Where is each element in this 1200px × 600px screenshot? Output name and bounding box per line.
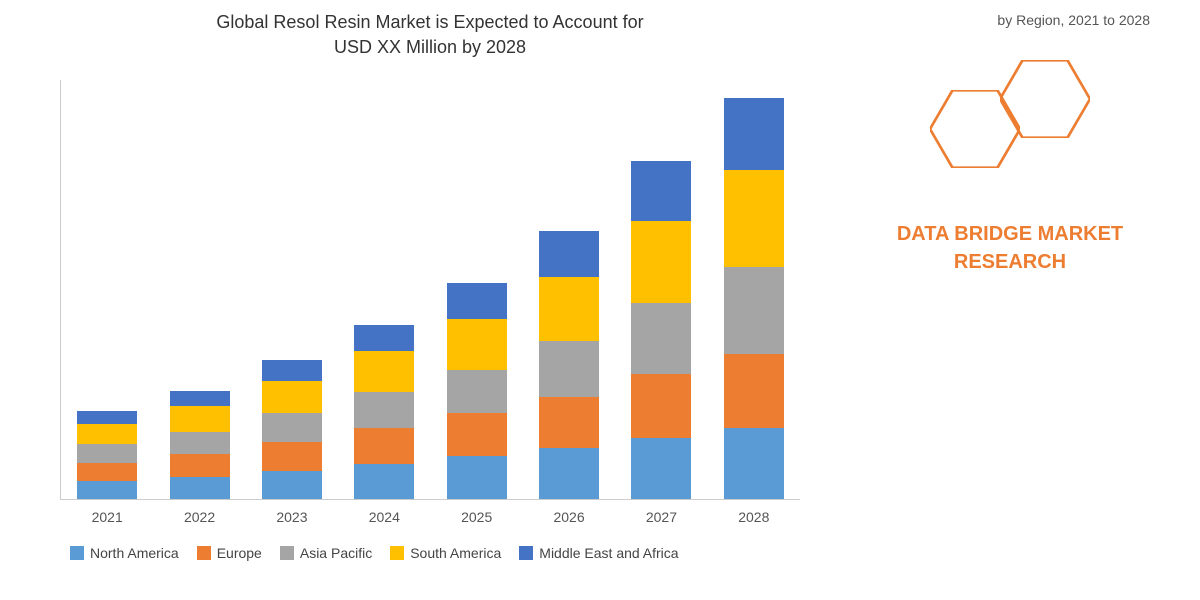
x-axis-label: 2024 — [354, 509, 414, 525]
bar-segment — [724, 267, 784, 354]
legend-swatch — [197, 546, 211, 560]
x-axis-label: 2028 — [724, 509, 784, 525]
legend-swatch — [280, 546, 294, 560]
bar-segment — [354, 325, 414, 351]
brand-text: DATA BRIDGE MARKET RESEARCH — [897, 220, 1123, 276]
bar-segment — [262, 471, 322, 500]
bar-segment — [170, 477, 230, 500]
bar-segment — [539, 231, 599, 277]
legend-label: South America — [410, 545, 501, 561]
brand-logo — [920, 60, 1100, 200]
stacked-bar — [447, 283, 507, 499]
chart-legend: North America Europe Asia Pacific South Ame… — [60, 545, 800, 561]
bar-segment — [447, 319, 507, 370]
chart-panel: Global Resol Resin Market is Expected to… — [0, 0, 820, 600]
stacked-bar-plot: 20212022202320242025202620272028 — [60, 80, 800, 500]
legend-label: North America — [90, 545, 179, 561]
stacked-bar — [539, 231, 599, 499]
x-axis-label: 2027 — [631, 509, 691, 525]
legend-swatch — [70, 546, 84, 560]
brand-line1: DATA BRIDGE MARKET — [897, 223, 1123, 245]
chart-title: Global Resol Resin Market is Expected to… — [60, 10, 800, 60]
bar-segment — [631, 303, 691, 375]
bar-segment — [262, 442, 322, 471]
bar-segment — [262, 381, 322, 414]
bar-segment — [77, 481, 137, 499]
bar-segment — [354, 351, 414, 392]
bar-segment — [724, 428, 784, 500]
legend-item: South America — [390, 545, 501, 561]
hexagon-icon — [1000, 60, 1090, 138]
stacked-bar — [170, 391, 230, 500]
legend-swatch — [519, 546, 533, 560]
bar-group: 2023 — [252, 360, 332, 499]
stacked-bar — [724, 98, 784, 500]
bar-segment — [447, 413, 507, 456]
legend-label: Middle East and Africa — [539, 545, 678, 561]
bar-segment — [77, 463, 137, 481]
legend-label: Asia Pacific — [300, 545, 372, 561]
bar-group: 2022 — [160, 391, 240, 500]
brand-line2: RESEARCH — [954, 251, 1066, 273]
bar-segment — [77, 424, 137, 444]
bar-segment — [631, 161, 691, 220]
stacked-bar — [354, 325, 414, 499]
bar-segment — [262, 413, 322, 442]
bar-group: 2026 — [529, 231, 609, 499]
stacked-bar — [631, 161, 691, 499]
bar-group: 2025 — [437, 283, 517, 499]
x-axis-label: 2023 — [262, 509, 322, 525]
bar-segment — [631, 438, 691, 499]
legend-item: Asia Pacific — [280, 545, 372, 561]
bar-segment — [724, 170, 784, 267]
bar-segment — [724, 98, 784, 170]
title-line1: Global Resol Resin Market is Expected to… — [216, 12, 643, 32]
x-axis-label: 2022 — [170, 509, 230, 525]
bar-segment — [77, 411, 137, 423]
bar-segment — [447, 370, 507, 413]
x-axis-label: 2025 — [447, 509, 507, 525]
bar-group: 2028 — [714, 98, 794, 500]
bar-segment — [631, 221, 691, 303]
bar-segment — [170, 432, 230, 455]
bar-segment — [354, 392, 414, 428]
legend-item: North America — [70, 545, 179, 561]
bar-segment — [77, 444, 137, 462]
bar-segment — [539, 397, 599, 448]
title-line2: USD XX Million by 2028 — [334, 37, 526, 57]
bar-segment — [170, 454, 230, 477]
bar-segment — [354, 464, 414, 500]
bar-segment — [262, 360, 322, 380]
x-axis-label: 2021 — [77, 509, 137, 525]
bar-segment — [354, 428, 414, 464]
bar-group: 2024 — [344, 325, 424, 499]
x-axis-label: 2026 — [539, 509, 599, 525]
bar-group: 2021 — [67, 411, 147, 499]
bar-segment — [170, 406, 230, 432]
legend-label: Europe — [217, 545, 262, 561]
bar-segment — [447, 283, 507, 319]
legend-swatch — [390, 546, 404, 560]
bar-segment — [170, 391, 230, 406]
stacked-bar — [77, 411, 137, 499]
bar-segment — [539, 448, 599, 499]
bar-segment — [539, 341, 599, 397]
brand-panel: DATA BRIDGE MARKET RESEARCH — [820, 0, 1200, 600]
header-subtitle: by Region, 2021 to 2028 — [997, 12, 1150, 28]
bar-segment — [447, 456, 507, 499]
legend-item: Europe — [197, 545, 262, 561]
bar-group: 2027 — [621, 161, 701, 499]
bar-segment — [724, 354, 784, 428]
legend-item: Middle East and Africa — [519, 545, 678, 561]
bar-segment — [631, 374, 691, 438]
stacked-bar — [262, 360, 322, 499]
bar-segment — [539, 277, 599, 341]
